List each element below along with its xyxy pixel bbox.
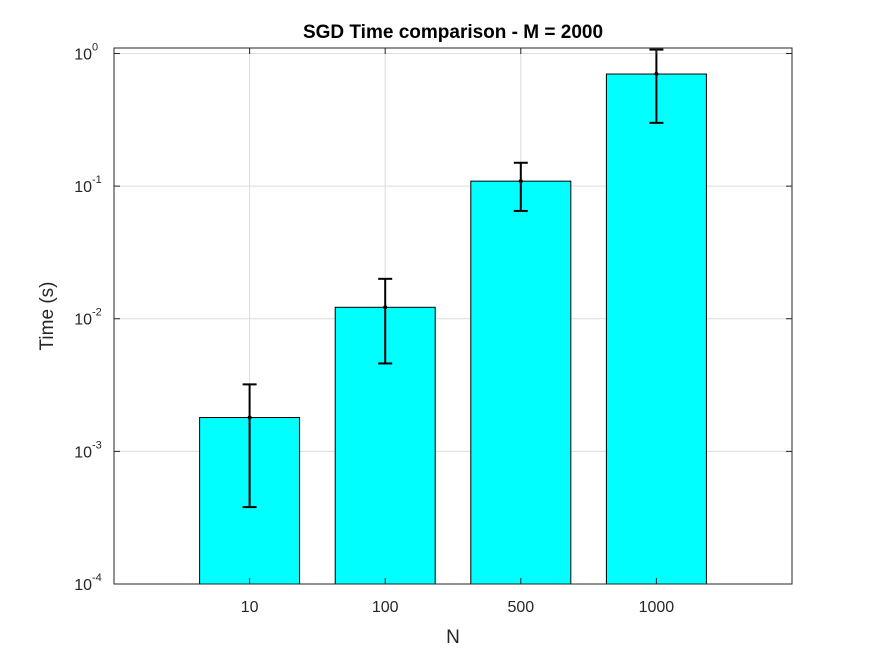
bar-layer — [199, 73, 707, 585]
y-tick-exponent: 0 — [92, 41, 98, 53]
axes-box — [113, 47, 793, 585]
bar-1000 — [605, 73, 707, 585]
y-tick-exponent: -4 — [92, 572, 102, 584]
y-tick-label: 10 — [74, 46, 92, 63]
x-tick-label: 100 — [372, 599, 399, 616]
y-tick-exponent: -3 — [92, 439, 102, 451]
errorbar-500 — [513, 161, 528, 212]
x-tick-label: 500 — [507, 599, 534, 616]
errorbar-layer — [242, 48, 664, 509]
x-tick-label: 10 — [241, 599, 259, 616]
y-tick-label: 10 — [74, 179, 92, 196]
errorbar-100 — [378, 277, 393, 365]
y-tick-exponent: -2 — [92, 307, 102, 319]
x-axis-label: N — [446, 627, 460, 648]
x-tick-label: 1000 — [639, 599, 675, 616]
y-tick-exponent: -1 — [92, 174, 102, 186]
errorbar-10 — [242, 383, 257, 509]
y-tick-label: 10 — [74, 577, 92, 594]
y-tick-label: 10 — [74, 444, 92, 461]
bar-500 — [470, 180, 572, 585]
chart-title: SGD Time comparison - M = 2000 — [303, 22, 603, 43]
y-axis-label: Time (s) — [37, 282, 58, 351]
y-tick-label: 10 — [74, 312, 92, 329]
